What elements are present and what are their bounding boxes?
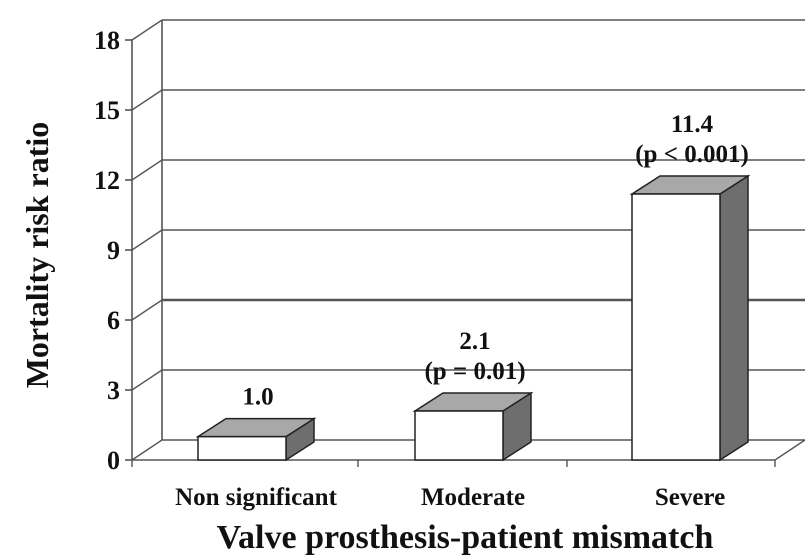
gridline-depth	[131, 159, 163, 181]
gridline-depth	[131, 229, 163, 251]
label-layer: 1.0 Non significant 2.1 (p = 0.01) Moderate 1…	[175, 111, 749, 511]
bar-front	[197, 435, 287, 461]
bar-side	[719, 174, 749, 462]
bar-3	[629, 174, 751, 462]
data-label: 1.0	[242, 384, 273, 411]
y-axis-title: Mortality risk ratio	[19, 122, 55, 389]
bar-front	[631, 193, 721, 461]
y-tick-label: 9	[107, 236, 120, 265]
bar-front	[414, 410, 504, 461]
x-tick-label: Non significant	[175, 484, 338, 511]
data-label: 2.1	[459, 328, 490, 355]
bar-1	[195, 417, 317, 462]
grid-layer	[131, 19, 805, 461]
gridline-depth	[131, 89, 163, 111]
data-label: (p < 0.001)	[635, 141, 749, 168]
data-label: 11.4	[671, 111, 714, 138]
y-tick-label: 12	[94, 166, 120, 195]
y-tick-label: 0	[107, 446, 120, 475]
floor-right-edge	[774, 439, 805, 461]
y-tick-label: 3	[107, 376, 120, 405]
y-tick-label: 15	[94, 96, 120, 125]
x-tick-label: Severe	[655, 484, 725, 511]
bar-layer	[195, 174, 751, 462]
y-tick-label: 18	[94, 26, 120, 55]
y-tick-label: 6	[107, 306, 120, 335]
gridline-depth	[131, 369, 163, 391]
gridline-depth	[131, 19, 163, 41]
x-axis-title: Valve prosthesis-patient mismatch	[217, 519, 714, 556]
x-tick-label: Moderate	[421, 484, 525, 511]
data-label: (p = 0.01)	[424, 358, 525, 385]
gridline-depth	[131, 299, 163, 321]
gridline-depth	[131, 439, 163, 461]
bar-2	[412, 391, 534, 462]
